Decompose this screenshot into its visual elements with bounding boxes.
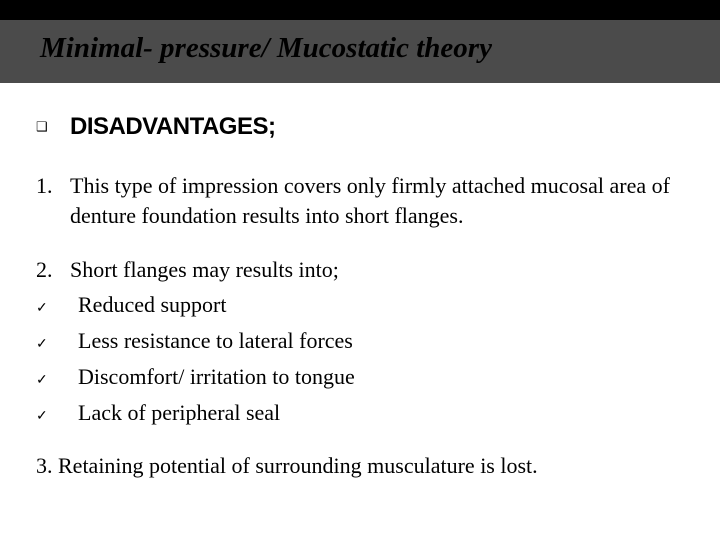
section-heading: DISADVANTAGES; [70,111,684,143]
point-1-number: 1. [36,171,70,201]
sub-b: ✓ Less resistance to lateral forces [36,326,684,356]
sub-b-text: Less resistance to lateral forces [70,326,684,356]
heading-row: ❑ DISADVANTAGES; [36,111,684,143]
check-icon: ✓ [36,398,70,426]
point-1-text: This type of impression covers only firm… [70,171,684,230]
point-3: 3. Retaining potential of surrounding mu… [36,451,684,481]
check-icon: ✓ [36,326,70,354]
sub-a-text: Reduced support [70,290,684,320]
point-2-number: 2. [36,255,70,285]
sub-c-text: Discomfort/ irritation to tongue [70,362,684,392]
check-icon: ✓ [36,290,70,318]
sub-a: ✓ Reduced support [36,290,684,320]
slide-title: Minimal- pressure/ Mucostatic theory [40,32,680,65]
point-2-text: Short flanges may results into; [70,255,684,285]
content-area: ❑ DISADVANTAGES; 1. This type of impress… [0,83,720,540]
point-1: 1. This type of impression covers only f… [36,171,684,230]
square-bullet-icon: ❑ [36,111,70,138]
sub-d: ✓ Lack of peripheral seal [36,398,684,428]
title-band: Minimal- pressure/ Mucostatic theory [0,20,720,83]
sub-c: ✓ Discomfort/ irritation to tongue [36,362,684,392]
check-icon: ✓ [36,362,70,390]
sub-d-text: Lack of peripheral seal [70,398,684,428]
top-black-strip [0,0,720,20]
point-2: 2. Short flanges may results into; [36,255,684,285]
